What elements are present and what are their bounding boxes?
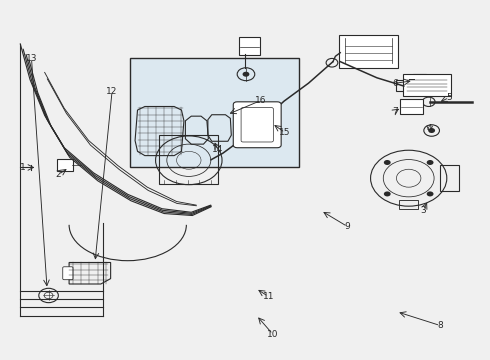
FancyBboxPatch shape	[57, 159, 73, 171]
Circle shape	[384, 160, 391, 165]
Text: 2: 2	[55, 170, 61, 179]
Text: 12: 12	[106, 86, 118, 95]
Text: 1: 1	[20, 163, 25, 172]
Text: 16: 16	[255, 96, 267, 105]
FancyBboxPatch shape	[339, 36, 398, 68]
FancyBboxPatch shape	[233, 102, 281, 148]
FancyBboxPatch shape	[239, 37, 260, 55]
Text: 7: 7	[392, 107, 398, 116]
Bar	[399, 201, 418, 210]
Text: 4: 4	[427, 123, 433, 132]
Bar	[159, 135, 218, 184]
Text: 9: 9	[345, 222, 350, 231]
FancyBboxPatch shape	[400, 99, 423, 114]
Circle shape	[243, 72, 249, 77]
Circle shape	[428, 128, 435, 133]
Circle shape	[427, 160, 434, 165]
Circle shape	[427, 192, 434, 197]
Text: 14: 14	[213, 145, 224, 154]
Text: 8: 8	[438, 321, 443, 330]
Bar	[441, 165, 459, 192]
Text: 3: 3	[420, 206, 426, 215]
Text: 10: 10	[267, 330, 279, 339]
FancyBboxPatch shape	[403, 74, 451, 96]
Text: 5: 5	[446, 93, 452, 102]
Circle shape	[384, 192, 391, 197]
Text: 6: 6	[392, 79, 398, 88]
Text: 11: 11	[263, 292, 274, 301]
FancyBboxPatch shape	[63, 267, 73, 280]
FancyBboxPatch shape	[241, 108, 273, 142]
FancyBboxPatch shape	[130, 58, 299, 167]
Text: 13: 13	[26, 54, 37, 63]
Text: 15: 15	[279, 128, 291, 137]
FancyBboxPatch shape	[413, 74, 426, 84]
Bar	[396, 80, 405, 91]
